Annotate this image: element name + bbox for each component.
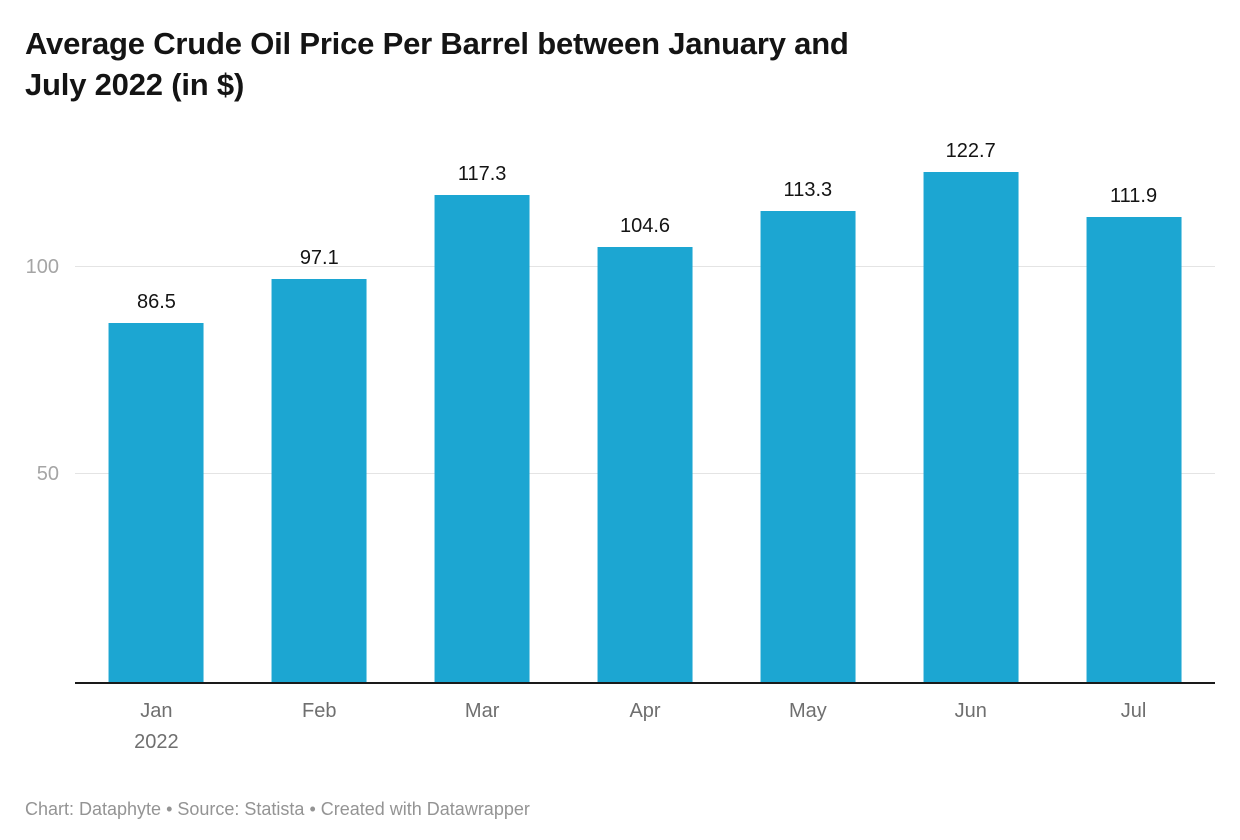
bar-value-label-jan: 86.5 [136,290,176,313]
bar-value-label-apr: 104.6 [619,215,671,238]
chart-title: Average Crude Oil Price Per Barrel betwe… [25,24,1215,106]
x-tick-label-feb: Feb [238,696,401,758]
x-tick-month: Feb [302,699,337,722]
chart-title-line-1: Average Crude Oil Price Per Barrel betwe… [25,26,849,61]
bar-jan: 86.5 [108,291,204,682]
x-tick-label-jan: Jan 2022 [75,696,238,758]
x-tick-label-may: May [726,696,889,758]
bar-value-label-may: 113.3 [783,179,833,202]
x-tick-label-jul: Jul [1052,696,1215,758]
chart-title-line-2: July 2022 (in $) [25,66,245,102]
x-tick-month: May [788,699,827,722]
bar-value-label-mar: 117.3 [457,162,507,185]
bar-may: 113.3 [760,179,856,682]
x-tick-label-jun: Jun [889,696,1052,758]
x-tick-year: 2022 [134,730,179,753]
x-tick-month: Jun [954,699,987,722]
x-tick-month: Jan [140,699,173,722]
plot-area: 50 100 86.5 97.1 117.3 104.6 113.3 122.7 111.9 [26,138,1215,684]
bar-feb: 97.1 [271,247,367,682]
x-tick-month: Mar [464,699,500,722]
bar-jul: 111.9 [1086,185,1182,682]
bar-mar: 117.3 [434,163,530,682]
y-tick-label-100: 100 [25,255,59,278]
bar-chart: 50 100 86.5 97.1 117.3 104.6 113.3 122.7 111.9 J… [26,138,1215,758]
bar-apr: 104.6 [597,215,693,682]
y-tick-label-50: 50 [36,463,59,486]
bar-value-label-feb: 97.1 [299,246,339,269]
x-tick-label-mar: Mar [401,696,564,758]
x-tick-label-apr: Apr [564,696,727,758]
bar-value-label-jun: 122.7 [945,140,996,163]
x-tick-month: Apr [629,699,661,722]
bar-value-label-jul: 111.9 [1110,185,1158,208]
chart-footer-attribution: Chart: Dataphyte • Source: Statista • Cr… [25,799,530,819]
x-tick-month: Jul [1120,699,1147,722]
x-axis: Jan 2022 Feb Mar Apr May Jun Jul [75,696,1215,758]
bar-jun: 122.7 [923,140,1019,682]
